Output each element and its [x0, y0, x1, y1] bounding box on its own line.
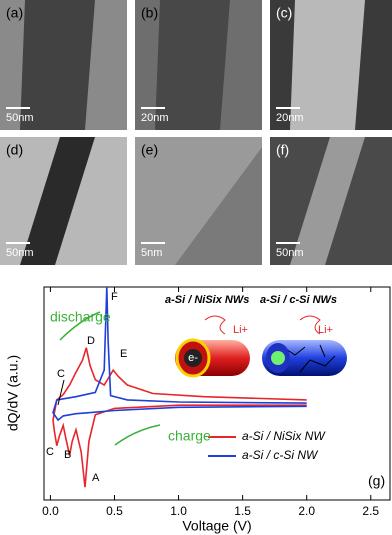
scale-label: 20nm	[141, 112, 169, 124]
wire	[175, 147, 262, 265]
annotation: C	[46, 446, 54, 458]
annotation: B	[64, 449, 71, 461]
plot-frame	[43, 286, 391, 501]
inset-nisix	[175, 315, 250, 378]
annotation: C	[57, 368, 65, 380]
scale-label: 5nm	[141, 247, 162, 259]
ion-label: Li+	[318, 324, 333, 336]
panel-label: (e)	[141, 142, 158, 158]
wire	[20, 137, 95, 265]
arrow	[59, 311, 101, 341]
panel-label: (d)	[6, 142, 23, 158]
x-tick-label: 1.0	[170, 504, 187, 518]
y-axis-label: dQ/dV (a.u.)	[5, 355, 21, 431]
wire	[290, 137, 365, 265]
annotation: discharge	[50, 309, 111, 325]
scale-label: 20nm	[276, 112, 304, 124]
inset-title: a-Si / c-Si NWs	[260, 294, 337, 306]
panel-label: (c)	[276, 5, 292, 21]
ion-label: Li+	[233, 324, 248, 336]
legend-label: a-Si / c-Si NW	[242, 448, 319, 462]
panel-label: (g)	[368, 473, 385, 489]
panel-label: (f)	[276, 142, 289, 158]
micrographs: (a) 50nm (b) 20nm (c) 20nm (d) 50nm (e) 5nm (f) 50n…	[0, 0, 392, 265]
wire	[155, 0, 230, 130]
inset-csi	[262, 315, 347, 376]
x-axis-label: Voltage (V)	[182, 518, 251, 534]
scale-label: 50nm	[6, 112, 34, 124]
electron-label: e-	[188, 352, 198, 364]
annotation: D	[87, 335, 95, 347]
x-tick-label: 0.0	[42, 504, 59, 518]
x-tick-label: 1.5	[234, 504, 251, 518]
annotation: charge	[168, 428, 211, 444]
arrow	[114, 424, 161, 446]
panel-label: (a)	[6, 5, 23, 21]
panel-label: (b)	[141, 5, 158, 21]
x-tick-label: 2.5	[362, 504, 379, 518]
scale-label: 50nm	[6, 247, 34, 259]
annotation: E	[120, 348, 127, 360]
annotation: A	[92, 472, 100, 484]
wire	[290, 0, 365, 130]
x-tick-label: 2.0	[298, 504, 315, 518]
legend-label: a-Si / NiSix NW	[242, 429, 326, 443]
scale-label: 50nm	[276, 247, 304, 259]
series-line	[52, 286, 307, 422]
inset-title: a-Si / NiSix NWs	[165, 294, 249, 306]
series-line	[52, 347, 307, 488]
wire	[20, 0, 95, 130]
x-tick-label: 0.5	[106, 504, 123, 518]
annotation: F	[111, 291, 118, 303]
arrow	[57, 379, 65, 406]
